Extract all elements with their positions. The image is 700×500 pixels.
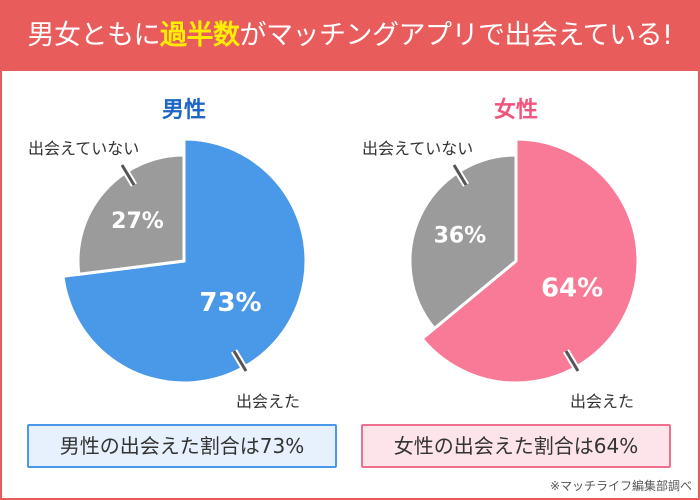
title-highlight: 過半数 [160, 20, 240, 51]
female-slice-met [419, 137, 640, 385]
male-summary-box: 男性の出会えた割合は73% [27, 424, 337, 468]
footnote: ※マッチライフ編集部調べ [549, 479, 692, 493]
header-title: 男女ともに過半数がマッチングアプリで出会えている! [0, 0, 700, 71]
male-met-label: 出会えた [236, 392, 301, 411]
male-met-percent: 73% [199, 288, 261, 318]
male-title: 男性 [161, 98, 206, 123]
female-title: 女性 [493, 98, 538, 123]
male-leader-not-met [120, 164, 136, 186]
male-leader-met [232, 350, 248, 372]
female-not-met-label: 出会えていない [362, 139, 474, 158]
male-slice-not-met [76, 153, 186, 276]
female-met-label: 出会えた [570, 392, 635, 411]
title-pre: 男女ともに [27, 20, 161, 51]
male-not-met-label: 出会えていない [28, 139, 140, 158]
female-met-percent: 64% [541, 273, 603, 303]
female-summary-box: 女性の出会えた割合は64% [361, 424, 671, 468]
female-leader-met [564, 350, 580, 372]
male-not-met-percent: 27% [111, 209, 164, 234]
female-slice-not-met [408, 153, 518, 331]
title-post: がマッチングアプリで出会えている! [239, 20, 673, 51]
female-leader-not-met [452, 164, 468, 186]
female-not-met-percent: 36% [434, 224, 487, 249]
